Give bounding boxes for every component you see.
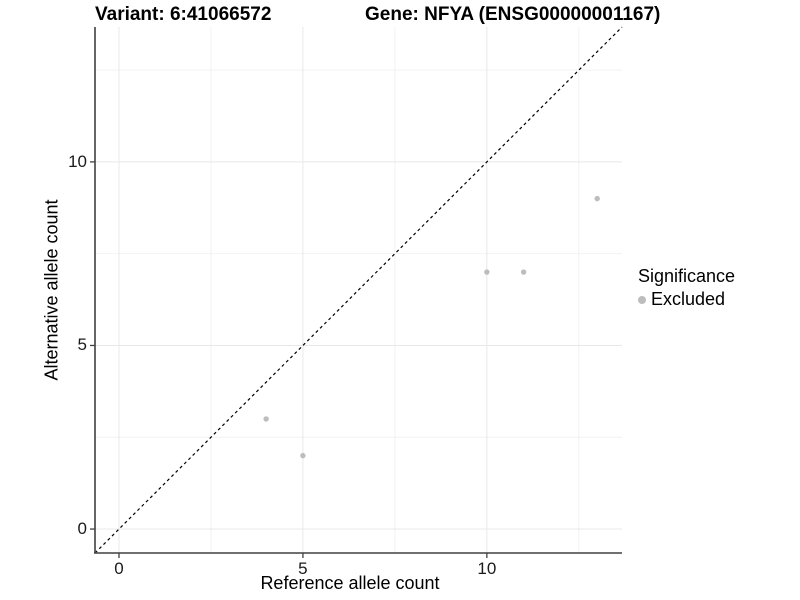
y-axis-title: Alternative allele count [41,199,62,381]
y-tick-label: 10 [68,151,87,171]
legend-item-label: Excluded [651,289,726,309]
legend-item-excluded: Excluded [638,289,735,310]
y-tick-label: 0 [77,519,87,539]
data-point [484,269,490,275]
x-tick-label: 0 [114,559,124,578]
data-point [594,195,600,202]
title-variant: Variant: 6:41066572 [95,4,272,25]
data-point [520,269,527,275]
data-point [300,452,306,459]
data-point [263,416,269,422]
identity-line [94,26,623,554]
x-tick-label: 5 [298,559,308,578]
title-gene: Gene: NFYA (ENSG00000001167) [365,4,661,25]
x-axis-title: Reference allele count [260,573,440,593]
x-tick-label: 10 [477,559,497,578]
excluded-point-icon [638,295,646,304]
legend: Significance Excluded [638,266,735,310]
y-tick-label: 5 [77,335,87,355]
legend-title: Significance [638,266,736,286]
